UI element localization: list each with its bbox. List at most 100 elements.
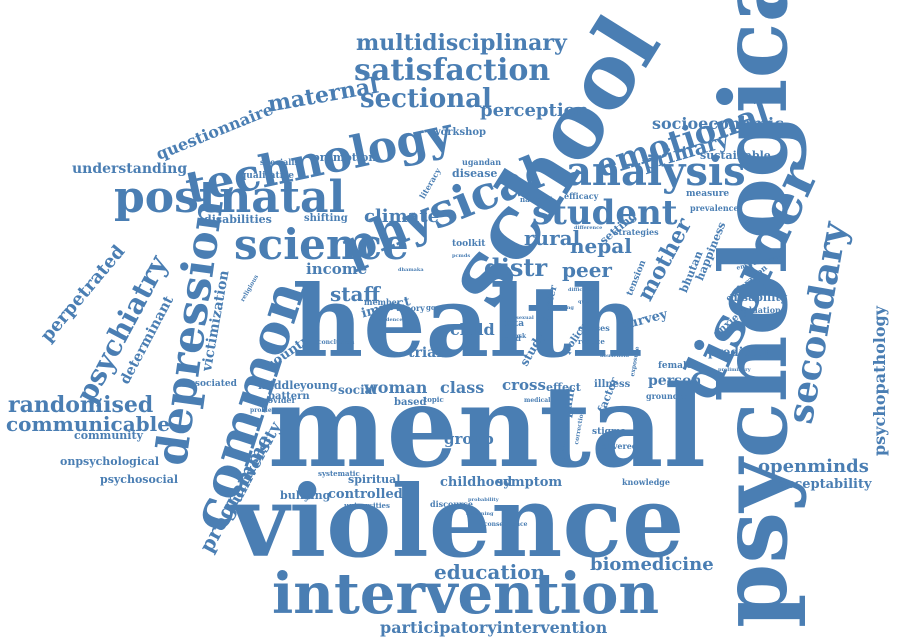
word-grounded: grounded <box>646 391 690 401</box>
word-toolkit: toolkit <box>452 239 486 249</box>
word-randomised: randomised <box>8 392 154 418</box>
word-universities: universities <box>344 501 390 510</box>
word-postnatal: postnatal <box>114 172 346 223</box>
word-prevalence: prevalence <box>690 203 739 213</box>
word-promotion: promotion <box>312 151 377 164</box>
word-illness: illness <box>594 379 631 390</box>
word-dhamaka: dhamaka <box>398 267 424 273</box>
word-effect: effect <box>546 381 581 394</box>
word-preliminary: preliminary <box>718 367 751 373</box>
word-disabilities: disabilities <box>204 213 272 226</box>
word-perception: perception <box>480 100 589 121</box>
word-onpsychological: onpsychological <box>60 455 160 468</box>
word-stigma: stigma <box>592 427 627 437</box>
word-topic: topic <box>424 395 444 404</box>
word-medical: medical <box>524 397 551 404</box>
word-peer: peer <box>562 258 612 282</box>
word-psychopathology: psychopathology <box>870 305 889 456</box>
word-member: member <box>364 297 401 307</box>
word-science: science <box>234 220 409 269</box>
word-satisfaction: satisfaction <box>354 53 551 88</box>
word-childhood: childhood <box>440 475 513 490</box>
word-nepal: nepal <box>570 234 632 258</box>
word-difference: difference <box>574 225 603 231</box>
word-pattern: pattern <box>268 391 310 402</box>
word-delivered: delivered <box>596 441 638 451</box>
word-communicable: communicable <box>6 412 170 436</box>
word-sustainable: sustainable <box>700 149 771 162</box>
word-social: social <box>338 383 377 397</box>
word-systematic: systematic <box>318 469 360 478</box>
word-household: household <box>600 353 629 359</box>
word-spiritual: spiritual <box>348 473 401 486</box>
word-cross: cross <box>502 376 546 394</box>
word-classes: classes <box>578 323 610 333</box>
word-quality: quality <box>578 299 598 305</box>
word-climate: climate <box>364 206 440 227</box>
word-workshop: workshop <box>432 127 487 138</box>
word-bullying: bullying <box>280 489 331 502</box>
word-young: young <box>300 379 338 392</box>
word-disability: disability <box>730 291 787 304</box>
word-acceptability: acceptability <box>778 477 872 492</box>
word-national: national <box>520 195 553 204</box>
word-biomedicine: biomedicine <box>590 554 714 575</box>
word-consequence: consequence <box>484 521 528 528</box>
word-disease: disease <box>452 167 498 180</box>
word-middle: middle <box>258 379 301 392</box>
word-provider: provider <box>258 395 296 405</box>
word-problem: problem <box>250 407 278 414</box>
word-strategies: strategies <box>614 227 659 237</box>
word-class: class <box>440 378 485 397</box>
word-difficulties: difficulties <box>568 287 599 293</box>
word-education: education <box>434 560 546 584</box>
word-staff: staff <box>330 282 380 306</box>
word-cmd: cmd <box>502 333 521 343</box>
word-trial: trial <box>408 345 442 361</box>
word-based: based <box>394 397 427 408</box>
word-pcmds: pcmds <box>452 253 471 259</box>
word-evaluation: evaluation <box>734 305 781 315</box>
word-task: task <box>512 333 527 340</box>
word-person: person <box>648 373 702 389</box>
word-mental: mental <box>268 362 707 493</box>
word-income: income <box>306 260 368 278</box>
word-evidence: evidence <box>378 317 403 323</box>
word-group: group <box>444 430 494 448</box>
word-efficacy: efficacy <box>564 191 599 201</box>
word-qualitative: qualitative <box>240 171 295 181</box>
word-probability: probability <box>468 497 499 503</box>
word-community: community <box>74 429 143 442</box>
word-symptom: symptom <box>496 475 563 490</box>
word-screening: screening <box>466 511 494 517</box>
word-student: student <box>532 193 678 233</box>
word-discourse: discourse <box>430 499 473 509</box>
word-shifting: shifting <box>304 213 348 224</box>
word-centring: centring <box>550 305 574 311</box>
word-controlled: controlled <box>328 487 403 502</box>
word-ugandan: ugandan <box>462 157 502 167</box>
word-theory: theory <box>396 303 425 313</box>
word-participatoryintervention: participatoryintervention <box>380 618 608 637</box>
word-associated: associated <box>184 379 237 389</box>
word-socioeconomic: socioeconomic <box>652 114 784 133</box>
word-conclusion: conclusion <box>318 339 355 346</box>
word-analysis: analysis <box>566 148 746 195</box>
word-distr: distr <box>484 253 548 282</box>
word-sectional: sectional <box>360 84 492 114</box>
word-understanding: understanding <box>72 161 188 177</box>
word-woman: woman <box>364 378 428 397</box>
word-predictor: predictor <box>708 345 771 359</box>
word-measure: measure <box>686 189 730 199</box>
word-data: data <box>502 319 525 329</box>
word-sexual: sexual <box>516 315 534 321</box>
word-reduce: reduce <box>578 337 605 346</box>
word-female: female <box>658 361 693 371</box>
word-knowledge: knowledge <box>622 477 670 487</box>
word-child: child <box>450 320 495 339</box>
word-specialist: specialist <box>260 157 303 167</box>
word-intervention: intervention <box>272 561 660 627</box>
word-openminds: openminds <box>758 456 869 477</box>
word-rural: rural <box>524 226 581 250</box>
